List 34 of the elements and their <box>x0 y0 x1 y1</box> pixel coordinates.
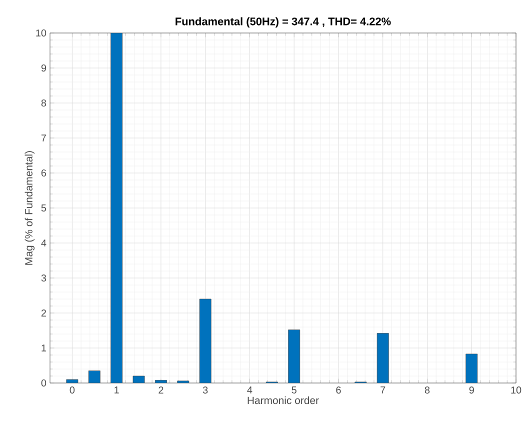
x-tick-label: 1 <box>114 386 119 394</box>
bar <box>288 330 300 383</box>
y-tick-label: 3 <box>41 274 46 282</box>
y-tick-label: 1 <box>42 344 46 352</box>
bar <box>132 376 145 383</box>
x-tick-label: 5 <box>292 386 296 394</box>
y-tick-label: 2 <box>41 310 46 316</box>
y-tick-label: 9 <box>41 64 46 72</box>
y-tick-label: 8 <box>41 99 46 107</box>
x-tick-label: 2 <box>158 386 164 394</box>
bar <box>199 298 212 383</box>
bar <box>110 32 123 383</box>
bar <box>376 333 389 383</box>
x-tick-label: 7 <box>380 386 386 394</box>
y-tick-label: 0 <box>41 379 46 387</box>
bar <box>88 370 100 383</box>
x-axis-title: Harmonic order <box>248 396 319 404</box>
bar <box>66 379 78 383</box>
y-tick-label: 10 <box>36 29 46 37</box>
x-tick-label: 4 <box>247 386 252 394</box>
x-tick-label: 6 <box>336 386 341 394</box>
x-tick-label: 10 <box>511 386 522 394</box>
y-tick-label: 6 <box>41 169 46 177</box>
x-tick-label: 9 <box>469 386 474 394</box>
bar <box>466 354 478 383</box>
x-tick-label: 0 <box>70 386 75 394</box>
x-tick-label: 8 <box>424 386 430 394</box>
y-axis-title: Mag (% of Fundamental) <box>24 151 35 265</box>
y-tick-label: 4 <box>41 240 46 246</box>
chart-title: Fundamental (50Hz) = 347.4 , THD= 4.22% <box>176 17 391 28</box>
y-tick-label: 5 <box>41 204 46 212</box>
x-tick-label: 3 <box>202 386 208 394</box>
y-tick-label: 7 <box>41 134 46 142</box>
bar <box>154 380 167 383</box>
